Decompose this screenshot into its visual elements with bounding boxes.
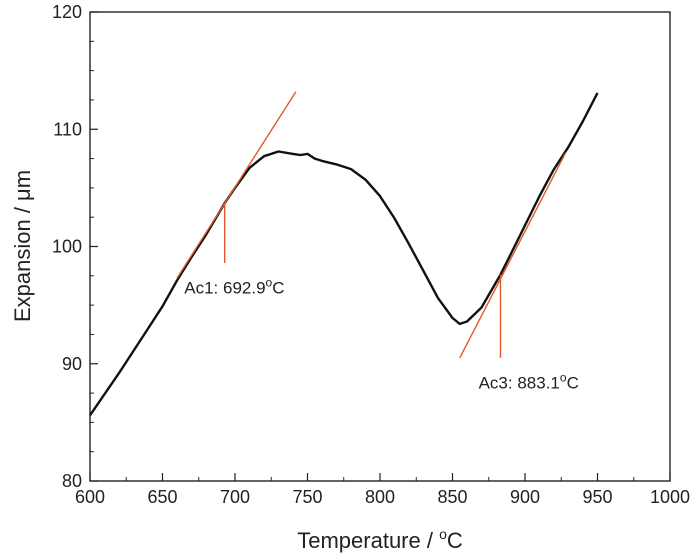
y-tick-label: 100: [52, 237, 82, 257]
transition-label: Ac1: 692.9oC: [184, 275, 284, 297]
x-tick-label: 600: [75, 487, 105, 507]
plot-frame: [89, 11, 671, 482]
tangent-lines: [176, 91, 567, 359]
transition-markers: Ac1: 692.9oC Ac3: 883.1oC: [184, 203, 579, 392]
y-axis-title: Expansion / μm: [10, 170, 35, 322]
axis-ticks: [89, 11, 671, 482]
x-tick-label: 850: [437, 487, 467, 507]
x-tick-label: 800: [365, 487, 395, 507]
x-axis-title: Temperature / oC: [297, 526, 463, 553]
y-tick-label: 90: [62, 354, 82, 374]
expansion-curve: [89, 92, 599, 416]
series-layer: [89, 92, 599, 416]
tangent-line: [176, 91, 297, 279]
x-tick-label: 1000: [650, 487, 690, 507]
x-tick-label: 650: [147, 487, 177, 507]
tick-labels: 600 650 700 750 800 850 900 950 1000 80 90 100 110 12…: [52, 2, 690, 507]
y-tick-label: 110: [53, 119, 82, 139]
transition-label: Ac3: 883.1oC: [479, 370, 579, 392]
x-tick-label: 950: [582, 487, 612, 507]
x-tick-label: 750: [292, 487, 322, 507]
x-tick-label: 700: [220, 487, 250, 507]
tangent-line: [459, 152, 567, 359]
y-tick-label: 120: [52, 2, 82, 22]
y-tick-label: 80: [62, 471, 82, 491]
x-tick-label: 900: [510, 487, 540, 507]
